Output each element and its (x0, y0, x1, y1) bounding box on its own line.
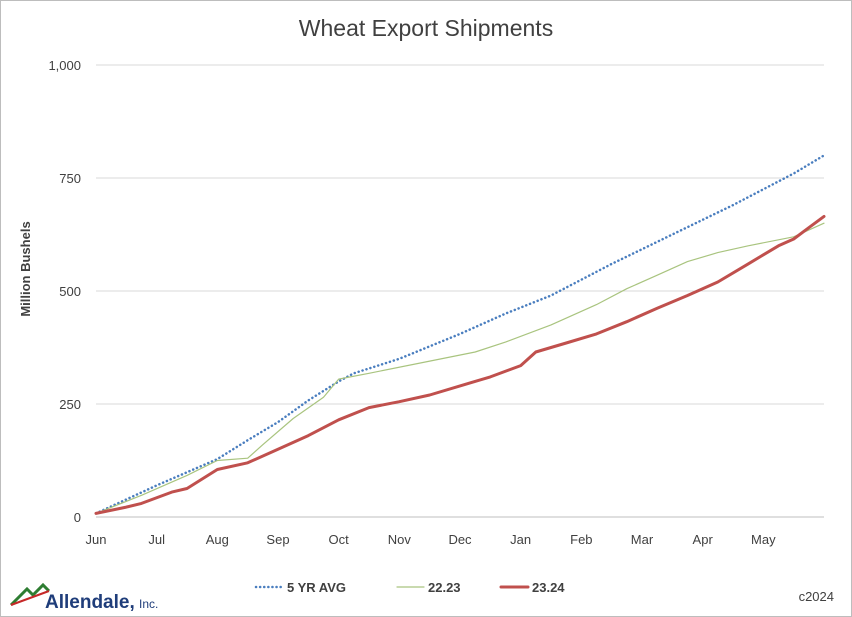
y-tick-label: 750 (59, 171, 81, 186)
x-tick-label: Jul (148, 532, 165, 547)
x-tick-label: Sep (266, 532, 289, 547)
legend-label: 5 YR AVG (287, 580, 346, 595)
logo-suffix: Inc. (139, 597, 158, 611)
y-tick-label: 0 (74, 510, 81, 525)
x-tick-label: Nov (388, 532, 412, 547)
chart-title: Wheat Export Shipments (298, 15, 554, 41)
x-tick-label: Dec (448, 532, 472, 547)
logo-text: Allendale, (45, 592, 135, 613)
y-tick-label: 250 (59, 397, 81, 412)
x-tick-label: Oct (329, 532, 350, 547)
allendale-logo-icon (9, 582, 51, 607)
legend-label: 23.24 (532, 580, 565, 595)
x-tick-label: Mar (631, 532, 654, 547)
x-tick-label: May (751, 532, 776, 547)
legend-label: 22.23 (428, 580, 461, 595)
y-tick-label: 500 (59, 284, 81, 299)
x-tick-label: Aug (206, 532, 229, 547)
series-line-23-24 (94, 214, 826, 515)
series-line-5-yr-avg (94, 154, 826, 515)
copyright-text: c2024 (799, 589, 834, 604)
x-tick-label: Jun (86, 532, 107, 547)
x-tick-label: Jan (510, 532, 531, 547)
y-axis-label: Million Bushels (18, 221, 33, 316)
x-tick-label: Feb (570, 532, 592, 547)
x-tick-label: Apr (693, 532, 714, 547)
y-tick-label: 1,000 (48, 58, 81, 73)
series-line-22-23 (95, 222, 825, 514)
